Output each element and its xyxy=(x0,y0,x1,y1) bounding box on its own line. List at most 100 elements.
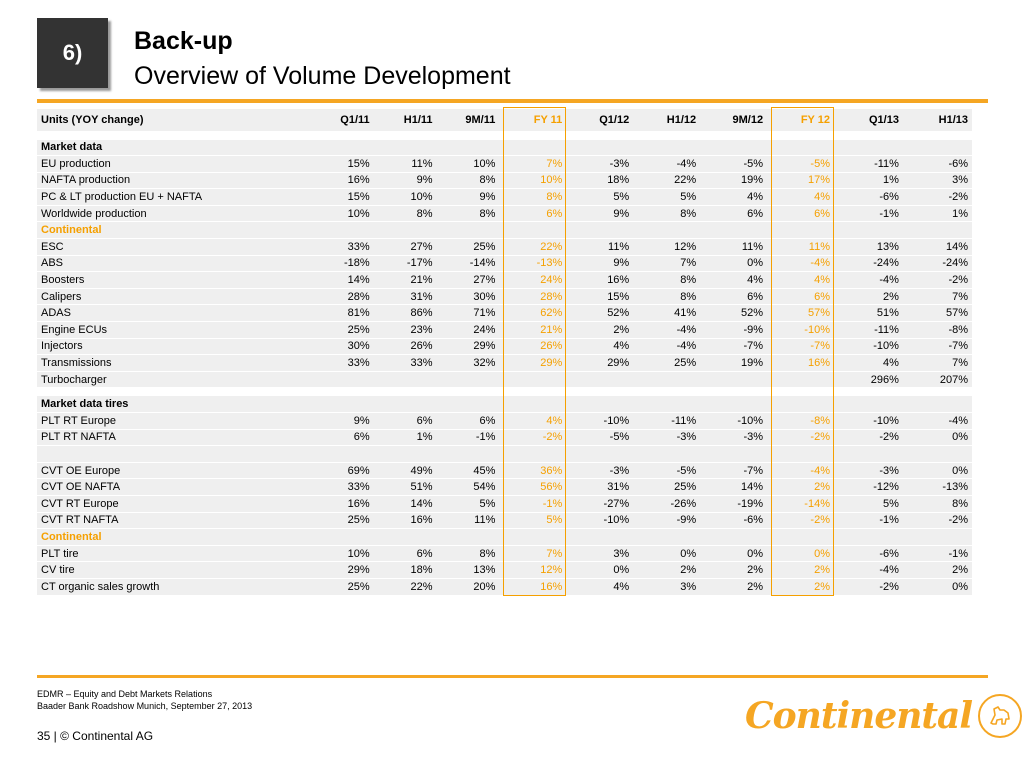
table-cell: 29% xyxy=(566,354,634,372)
table-cell: 14% xyxy=(310,271,374,289)
column-header: H1/13 xyxy=(902,109,972,132)
table-cell: 0% xyxy=(767,545,834,563)
table-cell: 15% xyxy=(310,188,374,206)
table-cell: 19% xyxy=(700,354,768,372)
table-cell: 2% xyxy=(566,321,634,339)
table-row: Worldwide production 10% 8% 8% 6% 9% 8% 6% 6% -1%… xyxy=(37,205,972,223)
table-cell: 10% xyxy=(310,205,374,223)
table-cell: 8% xyxy=(633,205,701,223)
table-cell: 7% xyxy=(902,288,972,306)
table-cell: -2% xyxy=(833,578,903,596)
table-cell: 9% xyxy=(566,205,634,223)
column-header: Q1/12 xyxy=(566,109,634,132)
table-row: Continental xyxy=(37,528,972,546)
table-cell: -14% xyxy=(767,495,834,513)
table-cell: -14% xyxy=(436,255,500,273)
table-cell: 36% xyxy=(499,462,567,480)
table-cell: -11% xyxy=(633,412,701,430)
table-cell xyxy=(566,395,634,413)
table-cell: 3% xyxy=(566,545,634,563)
table-cell: -5% xyxy=(700,155,768,173)
table-row: CVT OE Europe 69% 49% 45% 36% -3% -5% -7% -4% -3%… xyxy=(37,462,972,480)
column-header: 9M/12 xyxy=(700,109,768,132)
table-cell: 19% xyxy=(700,172,768,190)
table-cell: 2% xyxy=(902,561,972,579)
table-cell: 6% xyxy=(373,412,437,430)
table-cell xyxy=(310,528,374,546)
table-cell: -13% xyxy=(902,478,972,496)
table-cell: 24% xyxy=(436,321,500,339)
table-cell: 31% xyxy=(566,478,634,496)
table-cell: -24% xyxy=(902,255,972,273)
table-cell: 10% xyxy=(310,545,374,563)
table-cell: -1% xyxy=(436,429,500,447)
table-cell: 1% xyxy=(373,429,437,447)
table-row: EU production 15% 11% 10% 7% -3% -4% -5% -5% -11%… xyxy=(37,155,972,173)
table-cell: 3% xyxy=(902,172,972,190)
table-cell: 29% xyxy=(310,561,374,579)
table-cell: 2% xyxy=(767,561,834,579)
table-cell xyxy=(767,395,834,413)
table-cell: 49% xyxy=(373,462,437,480)
table-cell xyxy=(499,528,567,546)
row-label: Injectors xyxy=(37,338,311,356)
table-cell xyxy=(700,395,768,413)
table-cell: 2% xyxy=(700,578,768,596)
table-cell xyxy=(833,445,903,463)
table-cell: 52% xyxy=(700,304,768,323)
table-cell: 7% xyxy=(633,255,701,273)
table-cell: 71% xyxy=(436,304,500,323)
table-row xyxy=(37,445,972,463)
table-cell: 10% xyxy=(499,172,567,190)
table-cell: 16% xyxy=(566,271,634,289)
row-label: Market data tires xyxy=(37,395,311,413)
table-cell: 25% xyxy=(310,321,374,339)
table-cell: 10% xyxy=(436,155,500,173)
table-cell: -12% xyxy=(833,478,903,496)
column-header: H1/11 xyxy=(373,109,437,132)
table-cell: 11% xyxy=(767,238,834,256)
column-header: Q1/13 xyxy=(833,109,903,132)
table-cell xyxy=(767,371,834,389)
table-cell: 13% xyxy=(833,238,903,256)
table-cell xyxy=(373,139,437,157)
table-cell: -26% xyxy=(633,495,701,513)
table-cell: 2% xyxy=(700,561,768,579)
table-cell: -4% xyxy=(633,321,701,339)
row-label: NAFTA production xyxy=(37,172,311,190)
row-label: ADAS xyxy=(37,304,311,323)
table-cell: 16% xyxy=(310,495,374,513)
table-cell: -9% xyxy=(633,512,701,530)
table-cell: 5% xyxy=(566,188,634,206)
column-header: Units (YOY change) xyxy=(37,109,311,132)
table-cell: 6% xyxy=(310,429,374,447)
table-cell xyxy=(633,139,701,157)
table-cell: -6% xyxy=(833,545,903,563)
table-cell: -2% xyxy=(499,429,567,447)
table-cell: 6% xyxy=(700,288,768,306)
row-label: CVT OE NAFTA xyxy=(37,478,311,496)
table-cell: -4% xyxy=(633,155,701,173)
table-cell: -9% xyxy=(700,321,768,339)
table-cell: 69% xyxy=(310,462,374,480)
table-cell: 0% xyxy=(700,255,768,273)
table-cell: 16% xyxy=(310,172,374,190)
table-cell: 18% xyxy=(566,172,634,190)
table-cell: -4% xyxy=(833,271,903,289)
table-cell: 24% xyxy=(499,271,567,289)
table-cell: -7% xyxy=(700,462,768,480)
table-cell: 30% xyxy=(436,288,500,306)
table-cell: 86% xyxy=(373,304,437,323)
table-row: PLT RT Europe 9% 6% 6% 4% -10% -11% -10% -8% -10%… xyxy=(37,412,972,430)
table-cell: -5% xyxy=(633,462,701,480)
table-cell: -4% xyxy=(767,255,834,273)
table-cell: 4% xyxy=(767,188,834,206)
table-cell xyxy=(700,371,768,389)
table-cell: 16% xyxy=(373,512,437,530)
table-cell: 7% xyxy=(499,155,567,173)
table-cell xyxy=(767,528,834,546)
table-cell xyxy=(436,139,500,157)
row-label: PLT tire xyxy=(37,545,311,563)
table-cell xyxy=(566,528,634,546)
table-cell: -2% xyxy=(902,188,972,206)
